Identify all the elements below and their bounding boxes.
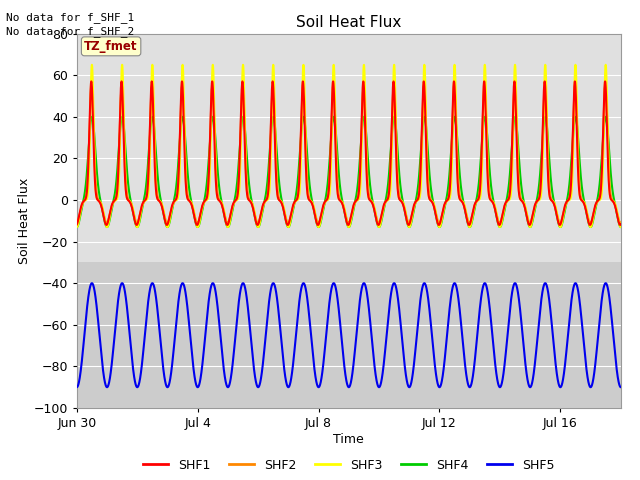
- Legend: SHF1, SHF2, SHF3, SHF4, SHF5: SHF1, SHF2, SHF3, SHF4, SHF5: [138, 454, 560, 477]
- X-axis label: Time: Time: [333, 433, 364, 446]
- Title: Soil Heat Flux: Soil Heat Flux: [296, 15, 401, 30]
- Y-axis label: Soil Heat Flux: Soil Heat Flux: [18, 178, 31, 264]
- Bar: [77, 263, 621, 408]
- Text: No data for f_SHF_2: No data for f_SHF_2: [6, 26, 134, 37]
- Text: No data for f_SHF_1: No data for f_SHF_1: [6, 12, 134, 23]
- Text: TZ_fmet: TZ_fmet: [84, 40, 138, 53]
- Bar: [77, 34, 621, 263]
